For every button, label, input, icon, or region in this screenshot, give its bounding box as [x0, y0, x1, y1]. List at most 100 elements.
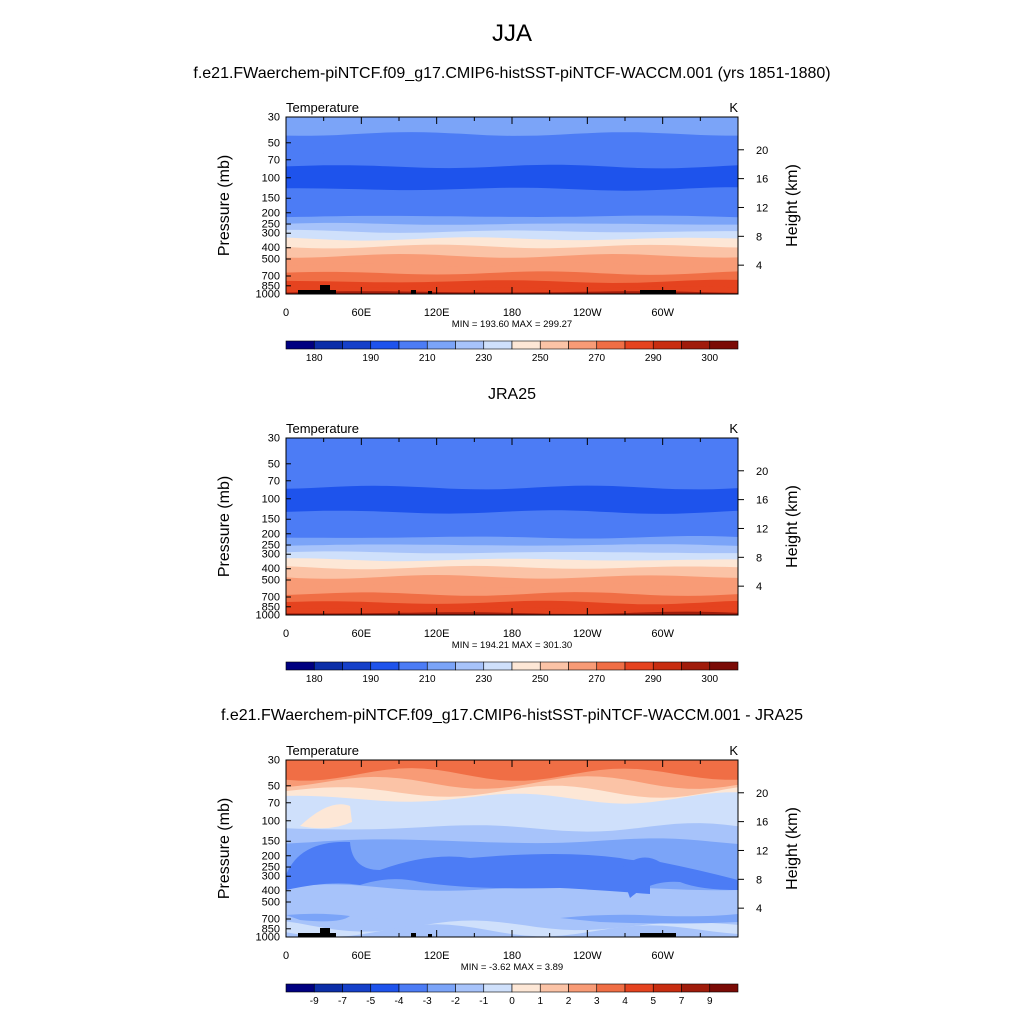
contour-fill	[286, 438, 738, 615]
contour-blob	[286, 913, 350, 922]
y-tick-label: 1000	[256, 932, 280, 944]
y-tick-label: 700	[262, 270, 280, 282]
y-tick-label: 250	[262, 862, 280, 874]
y-tick-label: 300	[262, 549, 280, 561]
colorbar-swatch	[596, 340, 626, 350]
x-tick-label: 120E	[424, 307, 450, 319]
colorbar-swatch	[285, 661, 315, 671]
page-title: JJA	[491, 20, 532, 47]
y-tick-label: 250	[262, 219, 280, 231]
y-right-axis-title: Height (km)	[784, 485, 801, 568]
y-tick-label: 850	[262, 923, 280, 935]
y-right-tick-label: 16	[756, 817, 768, 829]
min-max-stats: MIN = 194.21 MAX = 301.30	[452, 640, 572, 651]
colorbar-swatch	[652, 340, 682, 350]
colorbar-swatch	[370, 661, 400, 671]
topography-mask	[320, 285, 330, 294]
y-tick-label: 100	[262, 815, 280, 827]
y-right-tick-label: 12	[756, 523, 768, 535]
colorbar-swatch	[483, 983, 513, 993]
y-tick-label: 50	[268, 137, 280, 149]
contour-blob	[286, 841, 650, 894]
x-tick-label: 120W	[573, 628, 602, 640]
colorbar-label: 290	[645, 674, 662, 685]
y-tick-label: 1000	[256, 289, 280, 301]
colorbar-swatch	[342, 983, 372, 993]
y-tick-label: 30	[268, 112, 280, 124]
topography-mask	[640, 933, 676, 937]
colorbar-swatch	[539, 661, 569, 671]
contour-plot-model: Temperature K3050701001502002503004005007…	[216, 100, 801, 364]
colorbar: 180 190 210 230 250 270 290 300	[285, 340, 739, 364]
colorbar-label: -1	[479, 996, 488, 1007]
colorbar-swatch	[370, 340, 400, 350]
y-tick-label: 1000	[256, 610, 280, 622]
contour-fill	[286, 117, 738, 294]
y-right-tick-label: 8	[756, 552, 762, 564]
colorbar-label: 300	[701, 674, 718, 685]
topography-mask	[411, 933, 416, 937]
colorbar-swatch	[313, 340, 343, 350]
x-tick-label: 120W	[573, 950, 602, 962]
y-tick-label: 400	[262, 885, 280, 897]
topography-mask	[428, 291, 432, 294]
y-tick-label: 200	[262, 207, 280, 219]
contour-fill	[286, 760, 738, 937]
y-right-tick-label: 20	[756, 788, 768, 800]
y-right-tick-label: 12	[756, 202, 768, 214]
y-right-tick-label: 20	[756, 145, 768, 157]
colorbar-swatch	[709, 983, 739, 993]
contour-blob	[560, 914, 738, 924]
colorbar-swatch	[313, 661, 343, 671]
colorbar-label: 190	[362, 353, 379, 364]
y-tick-label: 250	[262, 540, 280, 552]
colorbar-swatch	[709, 661, 739, 671]
colorbar-label: -7	[338, 996, 347, 1007]
colorbar-label: 210	[419, 353, 436, 364]
colorbar-swatch	[624, 983, 654, 993]
contour-blob	[300, 804, 352, 829]
y-right-axis-title: Height (km)	[784, 807, 801, 890]
colorbar-swatch	[426, 661, 456, 671]
y-tick-label: 300	[262, 871, 280, 883]
x-tick-label: 120W	[573, 307, 602, 319]
x-tick-label: 60W	[651, 628, 674, 640]
colorbar: -9 -7 -5 -4 -3 -2 -1 0 1 2 3 4 5 7 9	[285, 983, 739, 1007]
colorbar-label: 300	[701, 353, 718, 364]
x-tick-label: 60W	[651, 307, 674, 319]
y-tick-label: 100	[262, 493, 280, 505]
topography-mask	[298, 933, 336, 937]
topography-mask	[320, 928, 330, 937]
colorbar-swatch	[285, 983, 315, 993]
y-tick-label: 200	[262, 528, 280, 540]
colorbar-swatch	[511, 340, 541, 350]
y-tick-label: 150	[262, 514, 280, 526]
colorbar-swatch	[483, 661, 513, 671]
colorbar-label: 9	[707, 996, 713, 1007]
colorbar-swatch	[398, 340, 428, 350]
colorbar-swatch	[568, 340, 598, 350]
y-tick-label: 30	[268, 433, 280, 445]
y-tick-label: 50	[268, 458, 280, 470]
contour-plot-obs: Temperature K3050701001502002503004005007…	[216, 421, 801, 685]
colorbar-swatch	[426, 983, 456, 993]
colorbar-label: 0	[509, 996, 515, 1007]
contour-plot-diff: Temperature K3050701001502002503004005007…	[216, 743, 801, 1007]
x-tick-label: 0	[283, 628, 289, 640]
y-tick-label: 700	[262, 913, 280, 925]
y-tick-label: 500	[262, 575, 280, 587]
y-axis-title: Pressure (mb)	[216, 155, 233, 256]
colorbar-label: 2	[566, 996, 572, 1007]
colorbar-swatch	[398, 983, 428, 993]
topography-mask	[298, 290, 336, 294]
min-max-stats: MIN = -3.62 MAX = 3.89	[461, 962, 563, 973]
colorbar-label: 290	[645, 353, 662, 364]
y-tick-label: 100	[262, 172, 280, 184]
colorbar-label: -4	[395, 996, 404, 1007]
colorbar-label: 250	[532, 674, 549, 685]
y-tick-label: 50	[268, 780, 280, 792]
panel-title-diff: f.e21.FWaerchem-piNTCF.f09_g17.CMIP6-his…	[220, 707, 804, 724]
y-tick-label: 30	[268, 755, 280, 767]
colorbar-swatch	[511, 661, 541, 671]
